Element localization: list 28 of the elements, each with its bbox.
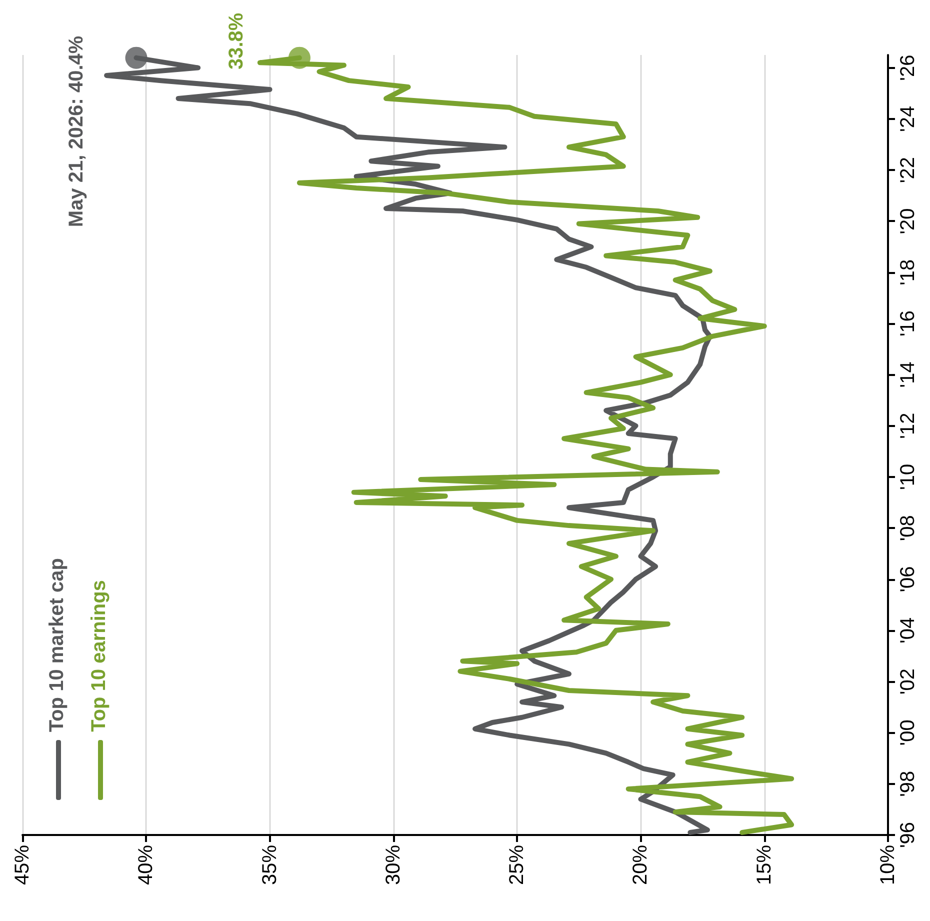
annotation: May 21, 2026: 40.4%	[65, 36, 88, 228]
x-tick-label: 35%	[258, 844, 281, 886]
x-tick-label: 30%	[382, 844, 404, 886]
y-tick-label: '22	[897, 157, 919, 184]
x-tick-label: 10%	[877, 844, 899, 886]
y-tick-label: '04	[897, 617, 919, 644]
y-tick-label: '14	[897, 362, 919, 388]
x-tick-label: 45%	[12, 844, 34, 886]
y-tick-label: '06	[897, 566, 919, 592]
x-tick-label: 40%	[135, 844, 158, 886]
y-tick-label: '12	[897, 412, 919, 439]
annotation: 33.8%	[225, 12, 248, 70]
y-tick-label: '98	[897, 770, 919, 797]
y-tick-label: '10	[897, 464, 919, 490]
y-tick-label: '96	[897, 822, 919, 848]
y-tick-label: '18	[897, 259, 919, 286]
x-tick-label: 20%	[630, 844, 652, 886]
y-tick-label: '20	[897, 208, 919, 234]
y-tick-label: '16	[897, 310, 919, 337]
y-tick-label: '08	[897, 515, 919, 542]
y-tick-label: '24	[897, 106, 919, 132]
text: Top 10 market cap	[46, 558, 69, 732]
y-tick-label: '00	[897, 720, 919, 746]
x-tick-label: 15%	[753, 844, 776, 886]
x-tick-label: 25%	[506, 844, 528, 886]
y-tick-label: '02	[897, 668, 919, 695]
text: Top 10 earnings	[88, 580, 111, 732]
y-tick-label: '26	[897, 54, 919, 81]
